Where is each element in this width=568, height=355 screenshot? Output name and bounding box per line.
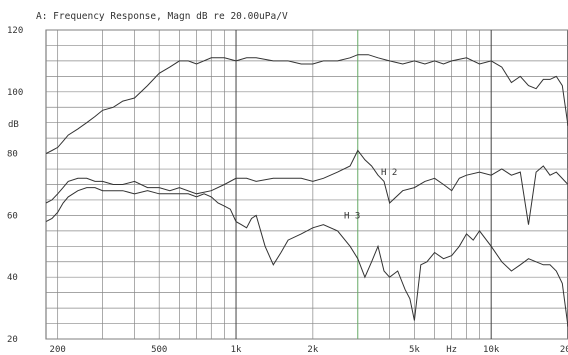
x-tick-label: 10k xyxy=(483,345,500,355)
series-line-2 xyxy=(45,149,568,225)
y-tick-label: 80 xyxy=(7,150,18,160)
x-tick-label: Hz xyxy=(446,345,457,355)
y-tick-label: 20 xyxy=(7,335,18,345)
x-tick-label: 5k xyxy=(409,345,420,355)
series-line-3 xyxy=(45,187,568,327)
y-tick-labels: 120 100 80 60 40 20 xyxy=(7,26,23,345)
x-tick-label: 2k xyxy=(307,345,318,355)
series-layer xyxy=(45,54,568,327)
grid-layer xyxy=(45,29,568,340)
y-tick-label: 120 xyxy=(7,26,23,36)
x-tick-label: 200 xyxy=(50,345,66,355)
x-tick-label: 20k xyxy=(560,345,568,355)
y-tick-label: 60 xyxy=(7,211,18,221)
y-axis-label: dB xyxy=(8,120,19,130)
y-tick-label: 40 xyxy=(7,273,18,283)
x-tick-labels: 200 500 1k 2k 5k Hz 10k 20k xyxy=(50,345,568,355)
series-annotation: H 2 xyxy=(381,168,397,178)
y-tick-label: 100 xyxy=(7,88,23,98)
x-tick-label: 500 xyxy=(151,345,167,355)
chart-title: A: Frequency Response, Magn dB re 20.00u… xyxy=(36,11,288,22)
series-line-1 xyxy=(45,54,568,155)
x-tick-label: 1k xyxy=(231,345,242,355)
annotations: H 2 H 3 xyxy=(344,168,397,221)
series-annotation: H 3 xyxy=(344,211,360,221)
